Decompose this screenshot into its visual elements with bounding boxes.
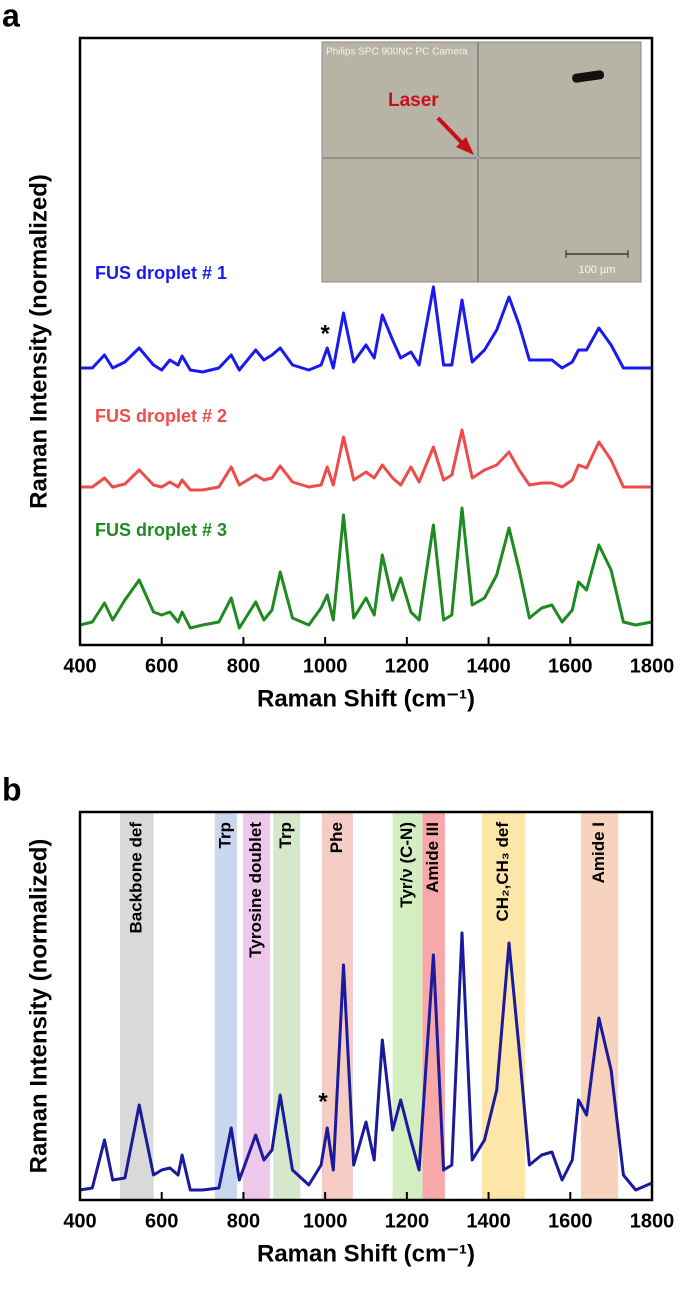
x-tick-label: 1800 xyxy=(630,1210,675,1232)
band-label: Tyr/ν (C-N) xyxy=(397,822,416,908)
x-tick-label: 1600 xyxy=(548,655,593,677)
assignment-band xyxy=(321,812,353,1200)
spectrum-line xyxy=(79,931,653,1192)
spectrum-line xyxy=(80,285,652,374)
band-label: Phe xyxy=(327,822,346,853)
assignment-band xyxy=(120,812,154,1200)
series-label: FUS droplet # 2 xyxy=(95,406,227,426)
plot-frame xyxy=(78,810,654,1202)
peak-annotation: * xyxy=(318,1088,328,1115)
y-axis-title: Raman Intensity (normalized) xyxy=(25,174,52,509)
scale-bar-label: 100 µm xyxy=(579,264,616,276)
assignment-band xyxy=(392,812,423,1200)
spectrum-line xyxy=(80,428,652,492)
band-label: Amide I xyxy=(589,822,608,883)
laser-label: Laser xyxy=(388,90,439,111)
assignment-band xyxy=(214,812,237,1200)
laser-arrowhead xyxy=(456,137,474,155)
inset-caption: Philips SPC 900NC PC Camera xyxy=(326,47,468,58)
x-tick-label: 400 xyxy=(63,1210,96,1232)
spectrum-line xyxy=(79,506,653,630)
peak-annotation: * xyxy=(320,320,330,347)
panel-letter: a xyxy=(2,0,20,33)
band-label: CH₂,CH₃ def xyxy=(493,822,512,922)
inset-border xyxy=(321,41,642,283)
x-tick-label: 800 xyxy=(227,655,260,677)
x-tick-label: 1000 xyxy=(303,1210,348,1232)
band-label: Tyrosine doublet xyxy=(246,822,265,958)
series-label: FUS droplet # 3 xyxy=(95,520,227,540)
laser-arrow xyxy=(436,116,466,147)
assignment-band xyxy=(580,812,619,1200)
x-tick-label: 600 xyxy=(145,1210,178,1232)
y-axis-title: Raman Intensity (normalized) xyxy=(25,839,52,1174)
x-tick-label: 1200 xyxy=(385,1210,430,1232)
band-label: Trp xyxy=(215,822,234,848)
x-tick-label: 1600 xyxy=(548,1210,593,1232)
band-label: Backbone def xyxy=(126,822,145,934)
inset-image xyxy=(322,42,641,282)
x-axis-title: Raman Shift (cm⁻¹) xyxy=(257,1240,475,1267)
x-tick-label: 1400 xyxy=(466,1210,511,1232)
x-tick-label: 1200 xyxy=(385,655,430,677)
x-tick-label: 600 xyxy=(145,655,178,677)
band-label: Trp xyxy=(276,822,295,848)
x-tick-label: 400 xyxy=(63,655,96,677)
x-axis-title: Raman Shift (cm⁻¹) xyxy=(257,685,475,712)
camera-inset: Philips SPC 900NC PC Camera Laser 100 µm xyxy=(321,41,642,283)
x-tick-label: 800 xyxy=(227,1210,260,1232)
plot-frame xyxy=(78,36,654,647)
x-tick-label: 1400 xyxy=(466,655,511,677)
dark-particle xyxy=(572,70,605,83)
x-tick-label: 1800 xyxy=(630,655,675,677)
series-label: FUS droplet # 1 xyxy=(95,263,227,283)
band-label: Amide III xyxy=(423,822,442,893)
x-tick-label: 1000 xyxy=(303,655,348,677)
panel-letter: b xyxy=(2,771,22,807)
